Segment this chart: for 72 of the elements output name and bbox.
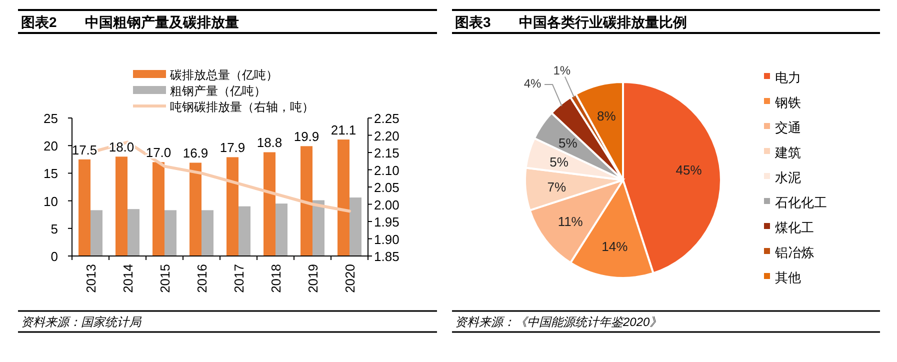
x-tick-label: 2016: [194, 264, 210, 293]
data-label: 18.8: [256, 135, 282, 150]
bar: [350, 197, 362, 256]
bar: [152, 162, 164, 256]
text: 资料来源：国家统计局: [21, 315, 142, 329]
y2-tick-label: 1.85: [374, 249, 400, 264]
y-tick-label: 25: [44, 111, 58, 126]
legend-label: 碳排放总量（亿吨）: [169, 68, 278, 82]
legend-label: 其他: [775, 270, 801, 285]
y2-tick-label: 2.15: [374, 146, 400, 160]
y-tick-label: 5: [50, 221, 58, 236]
legend-label: 建筑: [774, 145, 801, 160]
data-label: 5%: [550, 154, 569, 170]
legend-label: 吨钢碳排放量（右轴，吨）: [170, 100, 314, 114]
bar: [164, 210, 176, 256]
x-tick-label: 2018: [268, 264, 284, 293]
legend-label: 铝冶炼: [774, 245, 814, 260]
data-label: 18.0: [108, 140, 134, 155]
legend-label: 电力: [775, 70, 801, 85]
data-label: 17.9: [220, 140, 246, 156]
x-tick-label: 2017: [232, 264, 246, 293]
bar: [202, 210, 214, 256]
y2-tick-label: 2.25: [374, 111, 400, 126]
legend-label: 交通: [775, 120, 801, 135]
y-tick-label: 10: [44, 194, 58, 209]
data-label: 19.9: [294, 129, 320, 144]
bar: [276, 204, 288, 256]
bar: [78, 159, 90, 256]
bar: [238, 206, 250, 256]
data-label: 17.0: [146, 145, 172, 160]
legend-label: 钢铁: [774, 95, 801, 110]
data-label: 8%: [597, 108, 616, 124]
data-label: 5%: [558, 136, 578, 151]
bar: [190, 162, 202, 256]
x-tick-label: 2015: [158, 264, 172, 293]
y2-tick-label: 2.20: [374, 128, 400, 144]
data-label: 45%: [676, 162, 702, 178]
y-tick-label: 0: [50, 249, 58, 264]
legend-label: 水泥: [775, 170, 801, 185]
y2-tick-label: 2.00: [374, 197, 400, 212]
y-tick-label: 15: [44, 166, 58, 182]
bar: [116, 156, 128, 256]
x-tick-label: 2013: [84, 264, 98, 293]
bar: [338, 140, 350, 256]
y2-tick-label: 1.95: [374, 214, 400, 230]
bar: [312, 200, 324, 256]
data-label: 21.1: [330, 122, 356, 138]
chart-title: 图表2 中国粗钢产量及碳排放量: [21, 14, 239, 30]
legend-label: 粗钢产量（亿吨）: [170, 84, 266, 98]
x-tick-label: 2019: [306, 264, 320, 293]
data-label: 4%: [524, 76, 542, 91]
x-tick-label: 2014: [120, 264, 136, 293]
legend-label: 煤化工: [775, 220, 814, 235]
data-label: 1%: [553, 64, 571, 78]
y-tick-label: 20: [44, 138, 58, 154]
bar: [226, 157, 238, 256]
y2-tick-label: 2.10: [374, 162, 400, 178]
chart-title: 图表3 中国各类行业碳排放量比例: [455, 14, 687, 30]
bar: [264, 152, 276, 256]
data-label: 11%: [558, 214, 584, 229]
text: 资料来源：《中国能源统计年鉴2020》: [455, 315, 662, 329]
legend-label: 石化化工: [775, 195, 827, 210]
x-tick-label: 2020: [342, 264, 358, 293]
y2-tick-label: 2.05: [374, 180, 400, 195]
data-label: 17.5: [72, 142, 98, 158]
bar: [90, 210, 102, 256]
bar: [128, 209, 140, 256]
data-label: 7%: [547, 179, 566, 194]
data-label: 14%: [602, 239, 628, 254]
y2-tick-label: 1.90: [374, 232, 400, 247]
bar: [300, 146, 312, 256]
data-label: 16.9: [182, 146, 208, 161]
